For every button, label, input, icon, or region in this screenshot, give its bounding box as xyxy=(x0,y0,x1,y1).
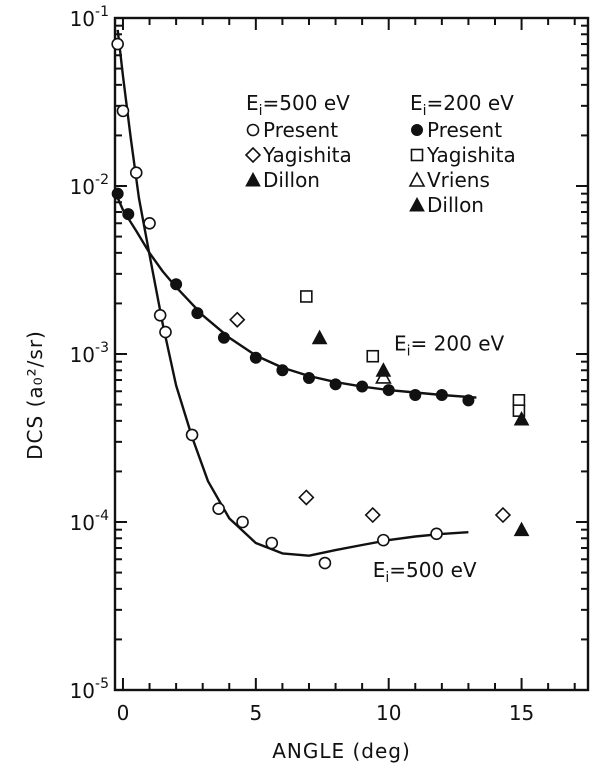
curve-annotation: Ei= 200 eV xyxy=(394,331,504,359)
legend-marker-open-diamond xyxy=(244,146,262,164)
axis-frame-group xyxy=(113,16,590,692)
data-point-open-circle-500-ev xyxy=(265,536,279,550)
legend-header-e: E xyxy=(410,91,423,115)
data-point-filled-circle-200-ev xyxy=(409,389,422,402)
legend-header: Ei=500 eV xyxy=(246,91,350,119)
legend-entry-label: Dillon xyxy=(263,168,320,192)
plot-frame xyxy=(113,16,590,692)
data-point-filled-circle-200-ev xyxy=(249,351,262,364)
y-tick-base: 10 xyxy=(70,511,95,535)
y-tick-base: 10 xyxy=(70,679,95,703)
y-tick-label: 10-5 xyxy=(70,676,109,703)
data-point-filled-circle-200-ev xyxy=(329,378,342,391)
data-point-open-circle-500-ev xyxy=(116,104,130,118)
data-point-open-circle-500-ev xyxy=(185,428,199,442)
legend-header-rest: =500 eV xyxy=(263,91,351,115)
data-point-open-square-200-ev xyxy=(366,349,380,363)
y-tick-base: 10 xyxy=(70,343,95,367)
data-point-open-diamond-500-ev xyxy=(364,506,381,524)
data-point-open-circle-500-ev xyxy=(430,527,443,541)
annotation-rest: = 200 eV xyxy=(411,331,505,355)
legend-marker-filled-circle xyxy=(411,124,423,136)
legend-marker-open-square xyxy=(410,148,424,162)
data-point-open-circle-500-ev xyxy=(111,37,124,51)
legend-entry-label: Present xyxy=(427,118,502,142)
data-point-filled-circle-200-ev xyxy=(462,394,475,407)
x-tick-label: 15 xyxy=(509,701,534,725)
legend-header-sub: i xyxy=(423,103,427,119)
annotation-e: E xyxy=(394,331,407,355)
data-point-open-square-200-ev xyxy=(512,394,526,407)
data-point-open-circle-500-ev xyxy=(377,533,390,547)
data-point-open-circle-500-ev xyxy=(153,308,167,322)
y-axis-title: DCS (a₀²/sr) xyxy=(23,330,47,460)
data-point-filled-circle-200-ev xyxy=(111,187,124,200)
data-point-filled-circle-200-ev xyxy=(382,384,395,397)
data-point-filled-triangle-200-ev xyxy=(311,329,328,345)
x-tick-label: 10 xyxy=(376,701,401,725)
y-tick-label: 10-1 xyxy=(70,4,109,31)
data-point-filled-triangle-500-ev xyxy=(513,521,530,537)
legend-header-e: E xyxy=(246,91,259,115)
data-point-open-circle-500-ev xyxy=(159,325,172,339)
data-point-filled-circle-200-ev xyxy=(302,371,315,384)
y-tick-exponent: -2 xyxy=(95,172,109,188)
data-point-open-square-200-ev xyxy=(300,290,313,303)
legend-marker-open-triangle xyxy=(408,171,426,187)
annotation-rest: =500 eV xyxy=(389,558,477,582)
annotation-sub: i xyxy=(407,343,411,359)
y-tick-base: 10 xyxy=(70,175,95,199)
data-point-open-circle-500-ev xyxy=(212,502,225,515)
legend-entry-label: Present xyxy=(263,118,338,142)
y-tick-exponent: -5 xyxy=(95,676,109,692)
data-point-open-circle-500-ev xyxy=(236,515,249,529)
data-point-filled-circle-200-ev xyxy=(170,278,183,291)
data-point-filled-circle-200-ev xyxy=(191,307,204,320)
legend-header-rest: =200 eV xyxy=(427,91,515,115)
legend-header-sub: i xyxy=(259,103,263,119)
data-point-filled-circle-200-ev xyxy=(122,208,135,221)
y-tick-exponent: -1 xyxy=(95,4,109,20)
data-point-filled-triangle-200-ev xyxy=(375,362,392,377)
legend-entry-label: Dillon xyxy=(427,193,484,217)
data-point-filled-circle-200-ev xyxy=(356,380,369,393)
data-point-open-circle-500-ev xyxy=(318,556,332,570)
y-tick-exponent: -3 xyxy=(95,340,109,356)
legend-marker-filled-triangle xyxy=(409,196,425,212)
data-point-open-diamond-500-ev xyxy=(298,489,315,506)
x-tick-label: 5 xyxy=(249,701,262,725)
legend-marker-open-circle xyxy=(246,123,260,137)
legend-header: Ei=200 eV xyxy=(410,91,514,119)
annotation-sub: i xyxy=(385,570,389,586)
data-point-filled-triangle-200-ev xyxy=(513,410,530,426)
legend-marker-filled-triangle xyxy=(245,171,261,187)
data-point-filled-circle-200-ev xyxy=(276,364,289,377)
data-point-open-circle-500-ev xyxy=(129,166,143,179)
y-tick-base: 10 xyxy=(70,7,95,31)
legend-entry-label: Vriens xyxy=(427,168,490,192)
y-axis-title-main: DCS xyxy=(23,415,47,460)
legend-entry-label: Yagishita xyxy=(426,143,516,167)
data-points-group xyxy=(111,37,530,570)
y-tick-exponent: -4 xyxy=(95,508,109,524)
data-point-open-circle-500-ev xyxy=(143,216,156,230)
legend-entry-label: Yagishita xyxy=(262,143,352,167)
y-tick-label: 10-3 xyxy=(70,340,109,367)
x-tick-label: 0 xyxy=(117,701,130,725)
curve-annotation: Ei=500 eV xyxy=(373,558,477,586)
x-axis-title: ANGLE (deg) xyxy=(272,739,411,763)
data-point-filled-circle-200-ev xyxy=(217,331,230,344)
data-point-open-diamond-500-ev xyxy=(494,506,512,524)
data-point-open-diamond-500-ev xyxy=(229,311,246,328)
data-point-filled-circle-200-ev xyxy=(435,389,448,402)
y-axis-title-unit: (a₀²/sr) xyxy=(23,330,47,415)
y-tick-label: 10-4 xyxy=(70,508,110,535)
annotation-e: E xyxy=(373,558,386,582)
y-tick-label: 10-2 xyxy=(70,172,109,199)
